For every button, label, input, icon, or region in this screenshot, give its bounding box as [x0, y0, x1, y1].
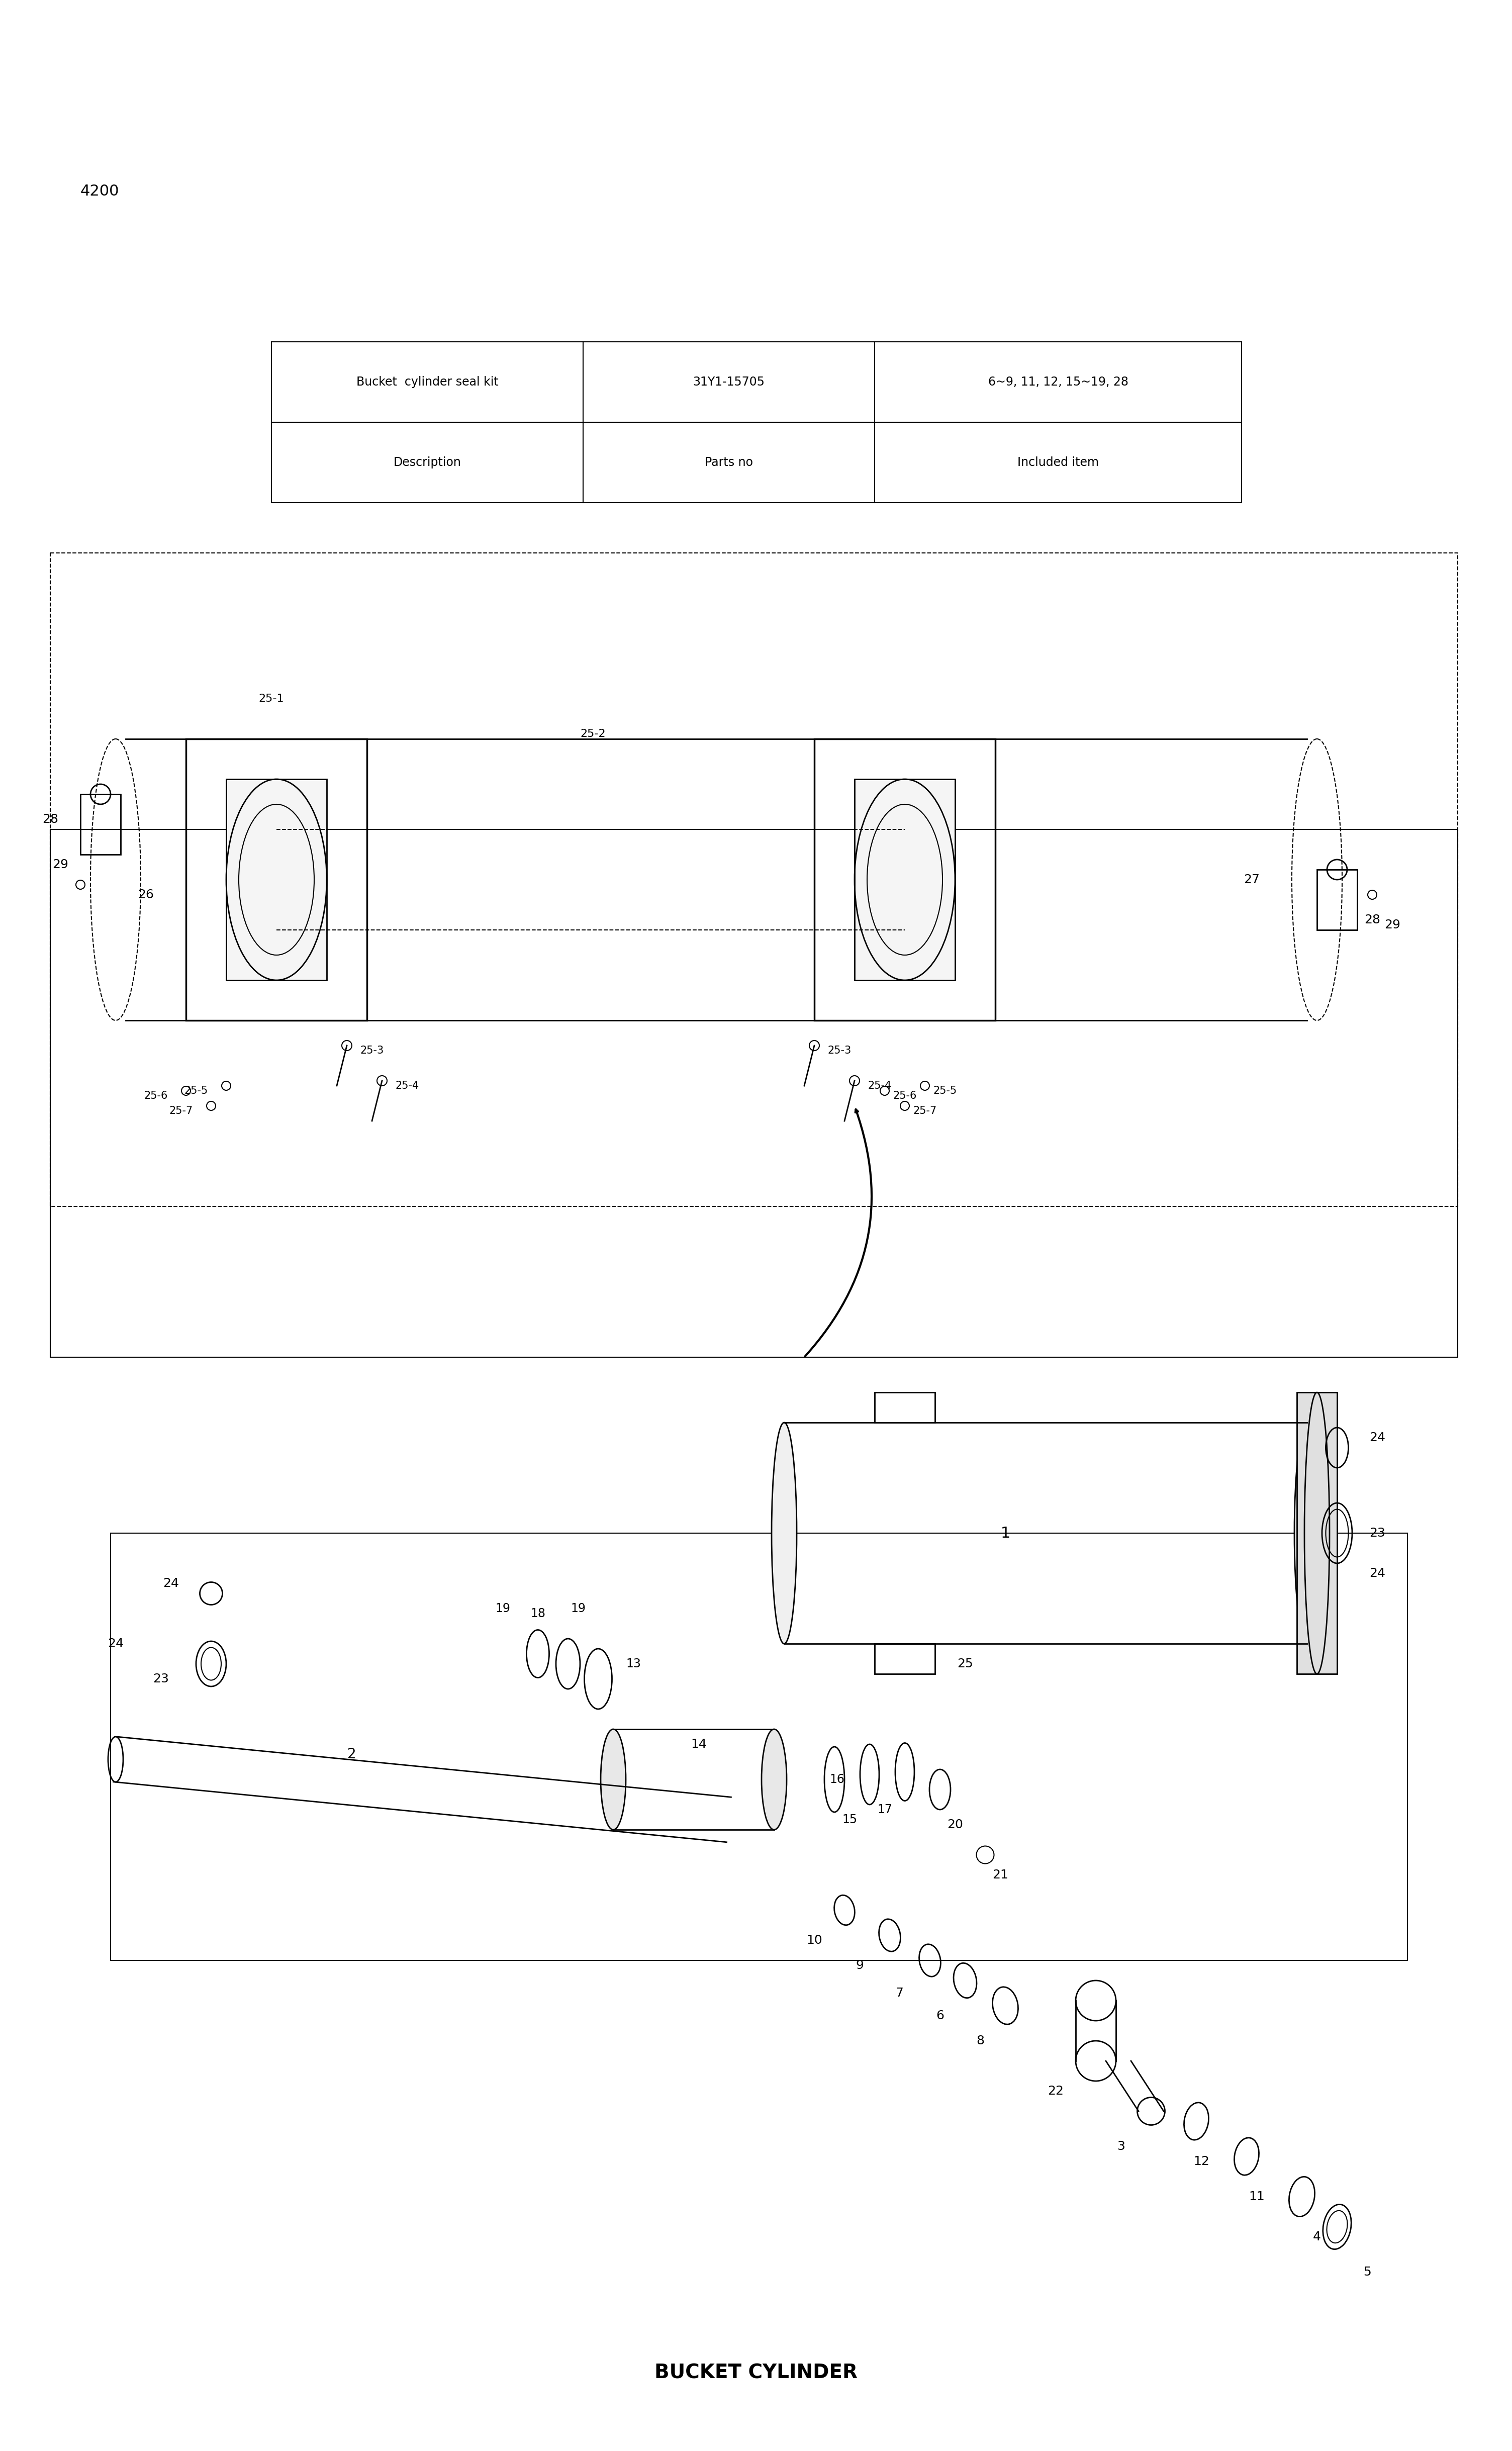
Text: 19: 19	[570, 1603, 585, 1615]
Text: Description: Description	[393, 456, 461, 468]
Text: 28: 28	[42, 814, 59, 826]
Ellipse shape	[600, 1728, 626, 1831]
Bar	[1317, 870, 1358, 929]
Bar	[854, 779, 956, 980]
Text: 15: 15	[842, 1814, 857, 1826]
Text: 24: 24	[1370, 1566, 1385, 1578]
Text: 13: 13	[626, 1657, 641, 1669]
Text: 19: 19	[494, 1603, 510, 1615]
Text: 25-4: 25-4	[395, 1081, 419, 1091]
Text: 14: 14	[691, 1738, 706, 1750]
Text: 25-2: 25-2	[581, 728, 606, 738]
Text: 25-7: 25-7	[913, 1105, 937, 1115]
Ellipse shape	[771, 1422, 797, 1645]
Text: 25-3: 25-3	[360, 1047, 384, 1056]
Text: 27: 27	[1243, 873, 1259, 885]
Text: 25-6: 25-6	[894, 1091, 916, 1100]
Text: 3: 3	[1117, 2140, 1125, 2152]
Ellipse shape	[1294, 1422, 1320, 1645]
Bar	[614, 1728, 774, 1831]
Text: 16: 16	[830, 1775, 844, 1784]
Text: 4200: 4200	[80, 184, 119, 199]
Text: 25-5: 25-5	[933, 1086, 957, 1096]
Text: 25-7: 25-7	[169, 1105, 194, 1115]
Text: 23: 23	[1370, 1527, 1385, 1539]
Text: 9: 9	[856, 1958, 863, 1971]
Bar	[80, 794, 121, 855]
Text: 29: 29	[1385, 919, 1400, 931]
Bar	[186, 738, 367, 1020]
Bar	[227, 779, 327, 980]
Text: Bucket  cylinder seal kit: Bucket cylinder seal kit	[357, 375, 499, 387]
Bar	[815, 738, 995, 1020]
Text: 29: 29	[53, 858, 68, 870]
Text: 25-3: 25-3	[827, 1047, 851, 1056]
Text: 25-1: 25-1	[259, 694, 284, 703]
Text: 10: 10	[806, 1934, 823, 1946]
Text: 31Y1-15705: 31Y1-15705	[692, 375, 765, 387]
Text: Parts no: Parts no	[705, 456, 753, 468]
Text: Included item: Included item	[1018, 456, 1099, 468]
Text: 18: 18	[531, 1608, 546, 1620]
Text: 21: 21	[992, 1870, 1009, 1880]
Text: 24: 24	[1370, 1431, 1385, 1444]
Text: BUCKET CYLINDER: BUCKET CYLINDER	[655, 2363, 857, 2382]
Bar	[874, 1645, 934, 1674]
Text: 1: 1	[1001, 1527, 1010, 1539]
Text: 24: 24	[163, 1578, 178, 1588]
Text: 7: 7	[895, 1988, 904, 2000]
Text: 12: 12	[1193, 2154, 1210, 2167]
Text: 6: 6	[936, 2010, 943, 2022]
Text: 22: 22	[1048, 2086, 1063, 2098]
Bar	[272, 341, 1241, 502]
Text: 8: 8	[977, 2034, 984, 2047]
Bar	[1297, 1392, 1337, 1674]
Text: 25-4: 25-4	[868, 1081, 892, 1091]
Text: 25-6: 25-6	[144, 1091, 168, 1100]
Text: 17: 17	[877, 1804, 892, 1816]
Text: 23: 23	[153, 1674, 169, 1684]
Text: 4: 4	[1312, 2230, 1321, 2243]
Text: 25: 25	[957, 1657, 974, 1669]
Text: 24: 24	[107, 1637, 124, 1650]
Text: 2: 2	[348, 1748, 357, 1762]
Ellipse shape	[762, 1728, 786, 1831]
Text: 6~9, 11, 12, 15~19, 28: 6~9, 11, 12, 15~19, 28	[987, 375, 1128, 387]
Bar	[874, 1392, 934, 1422]
Text: 5: 5	[1364, 2267, 1371, 2277]
Text: 26: 26	[138, 890, 154, 902]
Text: 25-5: 25-5	[184, 1086, 209, 1096]
Text: 11: 11	[1249, 2191, 1264, 2203]
Text: 28: 28	[1364, 914, 1380, 926]
Text: 20: 20	[947, 1819, 963, 1831]
